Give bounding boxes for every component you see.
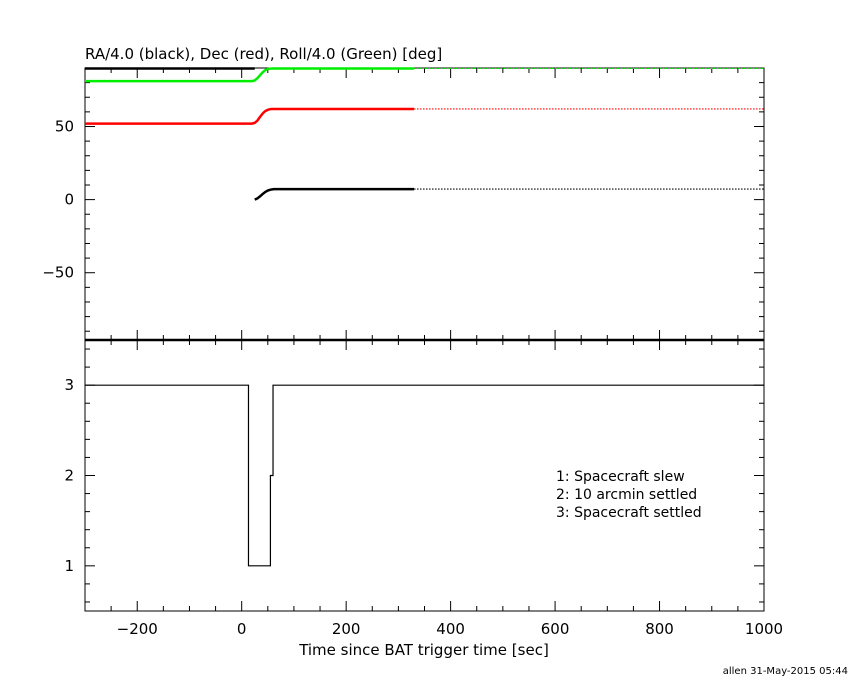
bottom-panel-x-tick-labels: −200 0 200 400 600 800 1000: [117, 620, 783, 638]
y-tick-label: 0: [64, 191, 74, 209]
top-panel-title: RA/4.0 (black), Dec (red), Roll/4.0 (Gre…: [85, 45, 442, 63]
legend-entry-settled: 3: Spacecraft settled: [556, 505, 702, 521]
top-panel: RA/4.0 (black), Dec (red), Roll/4.0 (Gre…: [42, 45, 765, 341]
x-tick-label: 800: [645, 620, 674, 638]
legend-entry-10arcmin: 2: 10 arcmin settled: [556, 487, 697, 503]
series-line-2: [85, 67, 415, 83]
bottom-panel-y-tick-labels: 3 2 1: [64, 376, 74, 575]
x-tick-label: 400: [436, 620, 465, 638]
x-tick-label: 1000: [745, 620, 783, 638]
footer-stamp: allen 31-May-2015 05:44: [723, 666, 848, 677]
top-panel-series: [85, 67, 764, 201]
series-line-1: [85, 107, 415, 125]
y-tick-label: 2: [64, 467, 74, 485]
x-tick-label: 0: [237, 620, 247, 638]
x-tick-label: 200: [332, 620, 361, 638]
series-line-0: [254, 187, 415, 201]
bottom-panel: 3 2 1 −200 0 200 400 600 800 1000 1: Spacecraft …: [64, 338, 783, 659]
x-tick-label: −200: [117, 620, 158, 638]
state-step-line-0: [85, 384, 764, 567]
state-legend: 1: Spacecraft slew 2: 10 arcmin settled …: [556, 469, 702, 521]
y-tick-label: 1: [64, 557, 74, 575]
legend-entry-slew: 1: Spacecraft slew: [556, 469, 685, 485]
x-axis-title: Time since BAT trigger time [sec]: [298, 641, 549, 659]
bottom-panel-series: [85, 384, 764, 567]
y-tick-label: 50: [55, 117, 74, 135]
y-tick-label: −50: [42, 264, 74, 282]
x-tick-label: 600: [541, 620, 570, 638]
y-tick-label: 3: [64, 376, 74, 394]
top-panel-y-tick-labels: 50 0 −50: [42, 117, 74, 281]
